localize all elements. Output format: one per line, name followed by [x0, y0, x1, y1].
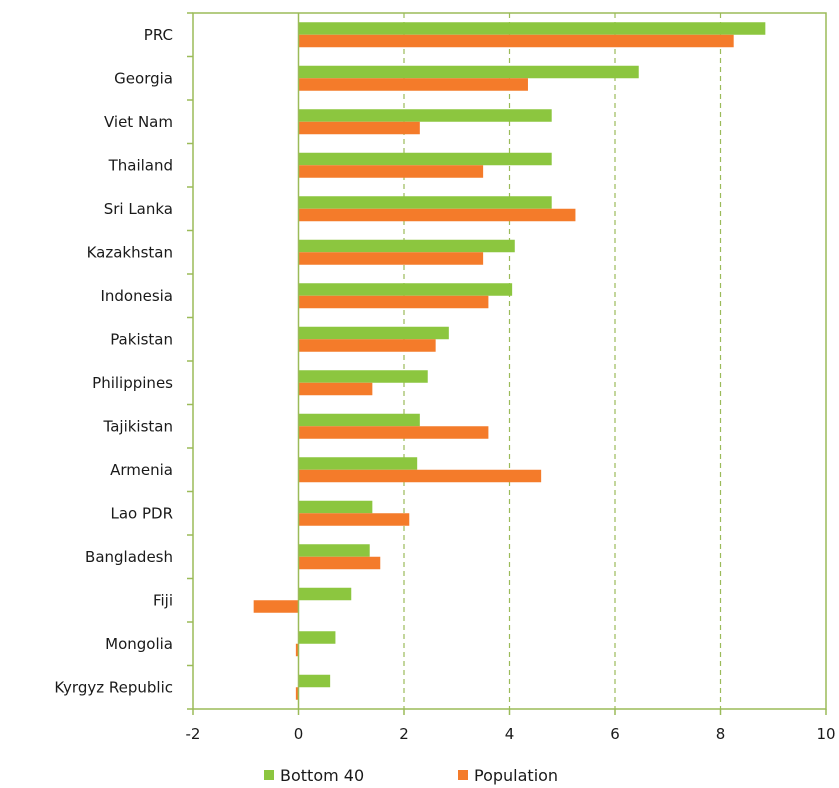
category-label: Armenia: [110, 461, 173, 479]
bar-population: [298, 382, 373, 396]
x-tick-label: -2: [186, 725, 201, 743]
bar-bottom-40: [298, 587, 352, 601]
bar-bottom-40: [298, 65, 639, 79]
bar-population: [298, 252, 484, 265]
grid-lines: [187, 12, 827, 715]
bar-bottom-40: [298, 22, 766, 35]
bar-population: [298, 121, 420, 135]
plot-frame: [192, 12, 827, 710]
bar-population: [298, 513, 410, 526]
category-label: Fiji: [153, 591, 173, 609]
bar-population: [298, 78, 528, 91]
category-label: Sri Lanka: [104, 200, 173, 218]
category-label: Georgia: [114, 69, 173, 87]
x-tick-label: 4: [505, 725, 515, 743]
legend: Bottom 40 Population: [264, 766, 558, 785]
bar-bottom-40: [298, 370, 428, 383]
bar-bottom-40: [298, 457, 418, 470]
bars: [253, 22, 766, 700]
bar-bottom-40: [298, 413, 420, 427]
bar-bottom-40: [298, 544, 370, 557]
bar-population: [298, 295, 489, 309]
bar-bottom-40: [298, 239, 515, 253]
bar-bottom-40: [298, 500, 373, 514]
category-label: Viet Nam: [104, 113, 173, 131]
category-label: Tajikistan: [103, 417, 173, 435]
bar-bottom-40: [298, 674, 331, 688]
x-tick-label: 2: [399, 725, 409, 743]
bar-bottom-40: [298, 631, 336, 644]
legend-swatch: [264, 770, 274, 780]
bar-population: [298, 426, 489, 439]
bar-bottom-40: [298, 196, 552, 209]
bar-bottom-40: [298, 152, 552, 166]
category-label: Lao PDR: [110, 504, 173, 522]
bar-population: [298, 469, 542, 483]
bar-population: [298, 208, 576, 222]
legend-label: Bottom 40: [280, 766, 364, 785]
category-label: Kyrgyz Republic: [54, 678, 173, 696]
bar-population: [298, 339, 436, 352]
category-label: Indonesia: [100, 287, 173, 305]
bar-population: [298, 556, 381, 570]
x-tick-label: 10: [816, 725, 835, 743]
bar-bottom-40: [298, 283, 513, 296]
legend-swatch: [458, 770, 468, 780]
bar-population: [298, 34, 734, 48]
bar-population: [253, 600, 299, 613]
bar-bottom-40: [298, 109, 552, 122]
x-tick-label: 0: [294, 725, 304, 743]
category-label: Bangladesh: [85, 548, 173, 566]
category-labels: PRC Georgia Viet Nam Thailand Sri Lanka Kazak…: [54, 26, 173, 697]
category-label: Thailand: [108, 156, 173, 174]
category-label: Pakistan: [110, 330, 173, 348]
bar-population: [295, 643, 299, 657]
category-label: Mongolia: [105, 635, 173, 653]
x-tick-label: 8: [716, 725, 726, 743]
category-label: Philippines: [92, 374, 173, 392]
bar-bottom-40: [298, 326, 449, 340]
legend-label: Population: [474, 766, 558, 785]
bar-population: [298, 165, 484, 178]
category-label: PRC: [144, 26, 173, 44]
x-tick-label: 6: [610, 725, 620, 743]
category-label: Kazakhstan: [87, 243, 173, 261]
bar-population: [295, 687, 299, 700]
x-tick-labels: -2 0 2 4 6 8 10: [186, 725, 836, 743]
